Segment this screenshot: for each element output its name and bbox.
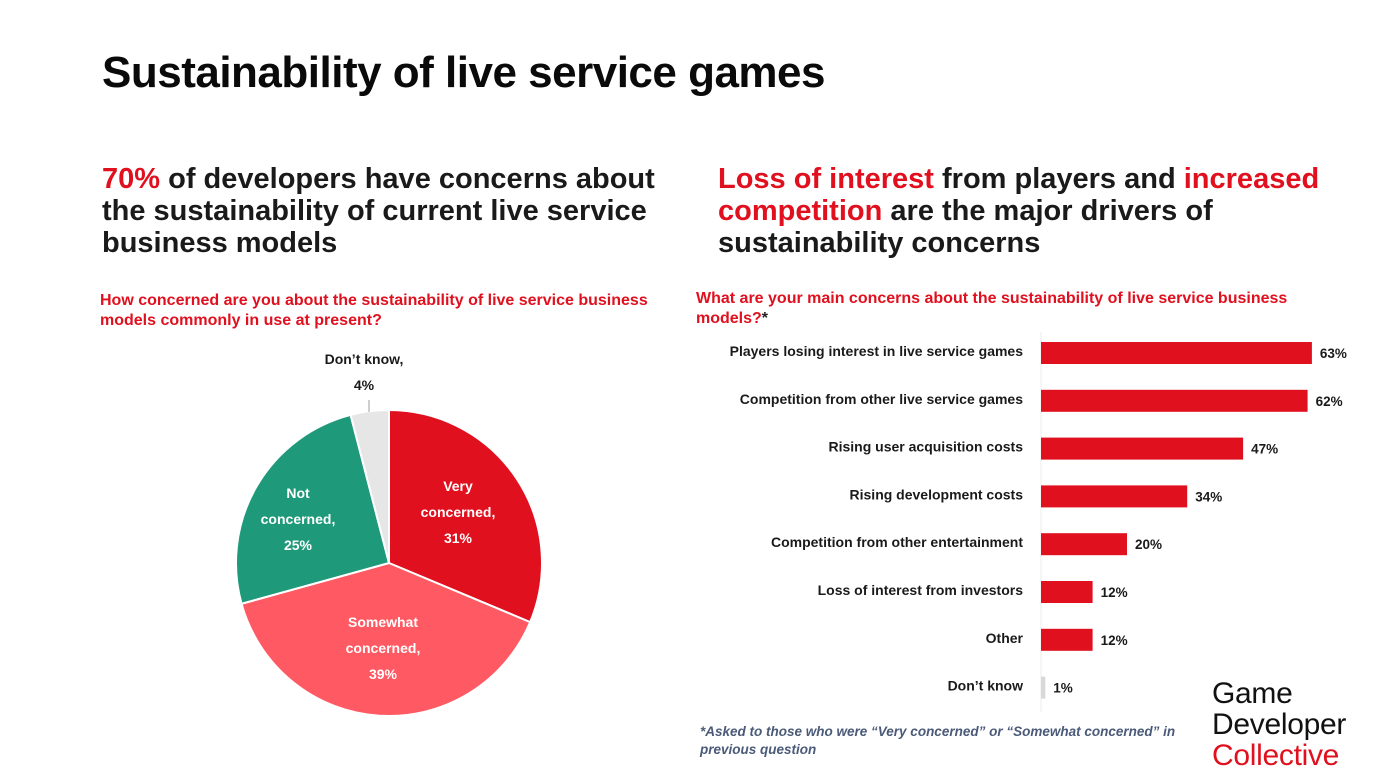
bar	[1041, 389, 1308, 412]
bar	[1041, 342, 1312, 364]
pie-slice	[235, 413, 391, 606]
left-headline: 70% of developers have concerns about th…	[102, 163, 662, 259]
pie-slice-label: concerned,	[261, 511, 336, 527]
pie-value-label: 31%	[444, 530, 473, 546]
pie-question: How concerned are you about the sustaina…	[100, 292, 648, 329]
bar-value-label: 62%	[1316, 394, 1343, 409]
headline-text-1: from players and	[933, 163, 1184, 195]
pie-slice-label: concerned,	[421, 504, 496, 520]
asterisk-mark: *	[761, 310, 769, 327]
headline-text-2: are the major drivers of sustainability …	[718, 195, 1213, 259]
footnote: *Asked to those who were “Very concerned…	[700, 724, 1176, 757]
bar-category-label: Loss of interest from investors	[818, 582, 1024, 598]
logo-line-1: Game	[1212, 677, 1293, 710]
bar-question-text: What are your main concerns about the su…	[696, 290, 1288, 327]
brand-logo: Game Developer Collective	[1212, 678, 1346, 771]
bar-value-label: 20%	[1135, 537, 1162, 552]
bar-value-label: 12%	[1101, 585, 1128, 600]
bar	[1041, 437, 1244, 460]
pie-slice-label: Somewhat	[348, 614, 418, 630]
bar-category-label: Don’t know	[948, 678, 1024, 694]
pie-value-label: 25%	[284, 537, 313, 553]
pie-value-label: 4%	[354, 377, 375, 393]
headline-text: of developers have concerns about the su…	[102, 163, 655, 259]
page-title: Sustainability of live service games	[102, 48, 826, 97]
bar	[1041, 485, 1188, 508]
right-headline: Loss of interest from players and increa…	[718, 163, 1358, 259]
bar-value-label: 12%	[1101, 633, 1128, 648]
bar-value-label: 63%	[1320, 346, 1347, 361]
pie-slice-label: concerned,	[346, 640, 421, 656]
bar-category-label: Players losing interest in live service …	[730, 343, 1024, 359]
bar-category-label: Rising user acquisition costs	[829, 439, 1024, 455]
logo-line-2: Developer	[1212, 708, 1347, 741]
bar	[1041, 533, 1127, 556]
bar-category-label: Competition from other entertainment	[771, 534, 1023, 550]
bar-value-label: 47%	[1251, 442, 1278, 457]
bar-category-label: Other	[986, 630, 1024, 646]
headline-highlight-1: Loss of interest	[718, 163, 934, 195]
pie-slice	[240, 561, 532, 717]
bar-question: What are your main concerns about the su…	[696, 289, 1336, 329]
headline-highlight: 70%	[102, 163, 161, 195]
logo-line-3: Collective	[1212, 739, 1340, 772]
bar-value-label: 1%	[1053, 681, 1073, 696]
pie-slice-label: Very	[443, 478, 473, 494]
bar-category-label: Competition from other live service game…	[740, 391, 1023, 407]
pie-value-label: 39%	[369, 666, 398, 682]
pie-slice	[388, 408, 543, 624]
pie-slice-label: Don’t know,	[325, 351, 404, 367]
bar	[1041, 628, 1093, 651]
bar-category-label: Rising development costs	[850, 486, 1024, 502]
bar-value-label: 34%	[1195, 489, 1222, 504]
pie-slice-label: Not	[286, 485, 310, 501]
bar	[1041, 581, 1093, 603]
bar	[1041, 676, 1046, 699]
headline-highlight-2: increased competition	[718, 163, 1320, 227]
